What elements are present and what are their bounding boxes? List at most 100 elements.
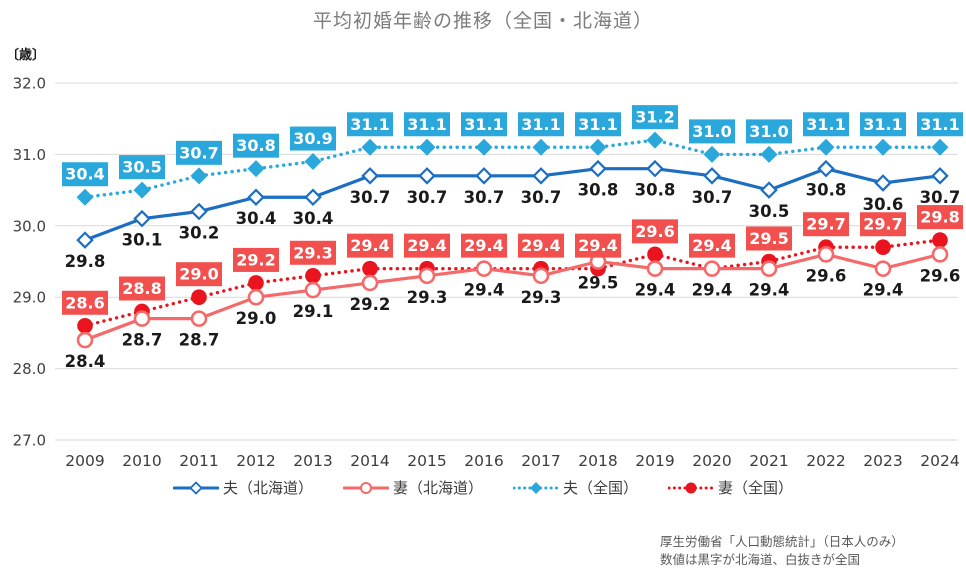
data-label-妻（全国）: 29.0	[179, 265, 218, 284]
chart-legend: 夫（北海道） 妻（北海道） 夫（全国） 妻（全国）	[0, 477, 966, 498]
marker-夫（北海道）	[874, 174, 892, 192]
x-tick-label: 2019	[635, 452, 674, 470]
data-label-妻（全国）: 29.2	[236, 250, 275, 269]
marker-妻（北海道）	[931, 246, 949, 263]
data-label-box-夫（全国）	[404, 112, 450, 137]
legend-label: 夫（北海道）	[222, 479, 313, 497]
data-label-夫（全国）: 30.5	[122, 158, 161, 177]
data-label-box-妻（全国）	[860, 212, 906, 237]
marker-夫（北海道）	[817, 159, 835, 178]
legend-label: 妻（全国）	[718, 479, 794, 497]
data-label-妻（北海道）: 29.3	[521, 288, 562, 307]
x-tick-label: 2010	[122, 452, 161, 470]
data-label-夫（全国）: 31.1	[920, 115, 959, 134]
marker-夫（北海道）	[475, 167, 493, 185]
data-label-box-妻（全国）	[917, 205, 963, 230]
data-label-夫（北海道）: 30.2	[179, 224, 220, 243]
y-tick-label: 31.0	[13, 146, 46, 164]
data-label-夫（北海道）: 30.8	[578, 181, 619, 200]
source-note: 厚生労働省「人口動態統計」（日本人のみ） 数値は黒字が北海道、白抜きが全国	[660, 533, 904, 569]
marker-夫（全国）	[475, 138, 493, 156]
marker-夫（北海道）	[418, 167, 436, 185]
y-tick-label: 30.0	[13, 217, 46, 235]
data-label-夫（全国）: 31.0	[749, 122, 788, 141]
data-label-box-妻（全国）	[632, 219, 678, 244]
legend-item-妻（全国）: 妻（全国）	[668, 477, 793, 498]
data-label-妻（全国）: 29.7	[863, 215, 902, 234]
data-label-box-夫（全国）	[575, 112, 621, 137]
data-label-夫（北海道）: 30.4	[236, 209, 277, 228]
marker-夫（全国）	[247, 160, 265, 178]
data-label-box-夫（全国）	[746, 119, 792, 144]
data-label-box-妻（全国）	[119, 276, 165, 301]
data-label-夫（北海道）: 30.6	[863, 195, 904, 214]
data-label-妻（北海道）: 29.4	[749, 281, 790, 300]
data-label-box-夫（全国）	[347, 112, 393, 137]
data-label-妻（北海道）: 28.7	[179, 331, 220, 350]
data-label-夫（北海道）: 30.7	[521, 188, 562, 207]
y-tick-label: 29.0	[13, 289, 46, 307]
marker-妻（北海道）	[133, 310, 151, 327]
data-label-夫（全国）: 30.9	[293, 129, 332, 148]
data-label-夫（全国）: 30.8	[236, 136, 275, 155]
x-tick-label: 2012	[236, 452, 275, 470]
data-label-妻（全国）: 29.7	[806, 215, 845, 234]
legend-marker	[530, 481, 542, 494]
data-label-夫（全国）: 31.2	[635, 108, 674, 127]
x-tick-label: 2017	[521, 452, 560, 470]
marker-夫（全国）	[361, 138, 379, 156]
data-label-妻（全国）: 29.4	[521, 236, 560, 255]
data-label-夫（全国）: 31.1	[464, 115, 503, 134]
data-label-box-夫（全国）	[62, 162, 108, 187]
data-label-妻（北海道）: 29.3	[407, 288, 448, 307]
legend-label: 夫（全国）	[563, 479, 639, 497]
legend-marker	[189, 480, 203, 495]
marker-夫（北海道）	[589, 159, 607, 178]
series-line-夫（北海道）	[83, 167, 942, 242]
y-tick-label: 27.0	[13, 432, 46, 450]
data-label-box-妻（全国）	[461, 233, 507, 258]
data-label-box-妻（全国）	[347, 233, 393, 258]
data-label-妻（北海道）: 29.4	[635, 281, 676, 300]
data-label-box-妻（全国）	[233, 247, 279, 272]
data-label-box-夫（全国）	[176, 140, 222, 165]
marker-夫（全国）	[646, 131, 664, 149]
marker-妻（北海道）	[418, 267, 436, 285]
marker-妻（全国）	[191, 289, 207, 306]
legend-swatch-icon	[172, 480, 219, 495]
marker-夫（北海道）	[703, 167, 721, 185]
data-label-box-夫（全国）	[119, 155, 165, 180]
data-label-夫（北海道）: 30.7	[692, 188, 733, 207]
data-label-夫（北海道）: 30.1	[122, 231, 163, 250]
data-label-夫（北海道）: 30.7	[407, 188, 448, 207]
marker-夫（北海道）	[760, 181, 778, 199]
data-label-夫（全国）: 31.1	[350, 115, 389, 134]
marker-夫（全国）	[589, 138, 607, 156]
data-label-夫（全国）: 31.1	[863, 115, 902, 134]
marker-妻（全国）	[875, 239, 891, 256]
data-label-妻（全国）: 29.8	[920, 208, 959, 227]
data-label-妻（全国）: 29.4	[692, 236, 731, 255]
data-label-妻（全国）: 29.4	[464, 236, 503, 255]
data-label-夫（北海道）: 30.8	[806, 181, 847, 200]
data-label-妻（全国）: 28.8	[122, 279, 161, 298]
data-label-box-夫（全国）	[290, 126, 336, 151]
y-axis-unit-label: 〔歳〕	[6, 48, 46, 63]
data-label-夫（北海道）: 30.7	[350, 188, 391, 207]
marker-妻（北海道）	[475, 260, 493, 277]
data-label-妻（北海道）: 28.7	[122, 331, 163, 350]
data-label-box-夫（全国）	[689, 119, 735, 144]
data-label-夫（全国）: 31.1	[407, 115, 446, 134]
data-label-妻（全国）: 28.6	[65, 293, 104, 312]
x-tick-label: 2018	[578, 452, 617, 470]
x-tick-label: 2021	[749, 452, 788, 470]
x-tick-label: 2009	[65, 452, 104, 470]
data-label-妻（全国）: 29.4	[578, 236, 617, 255]
data-label-妻（北海道）: 29.0	[236, 309, 277, 328]
data-label-box-妻（全国）	[689, 233, 735, 258]
legend-swatch-icon	[342, 481, 389, 494]
marker-夫（北海道）	[190, 202, 208, 221]
data-label-box-妻（全国）	[575, 233, 621, 258]
